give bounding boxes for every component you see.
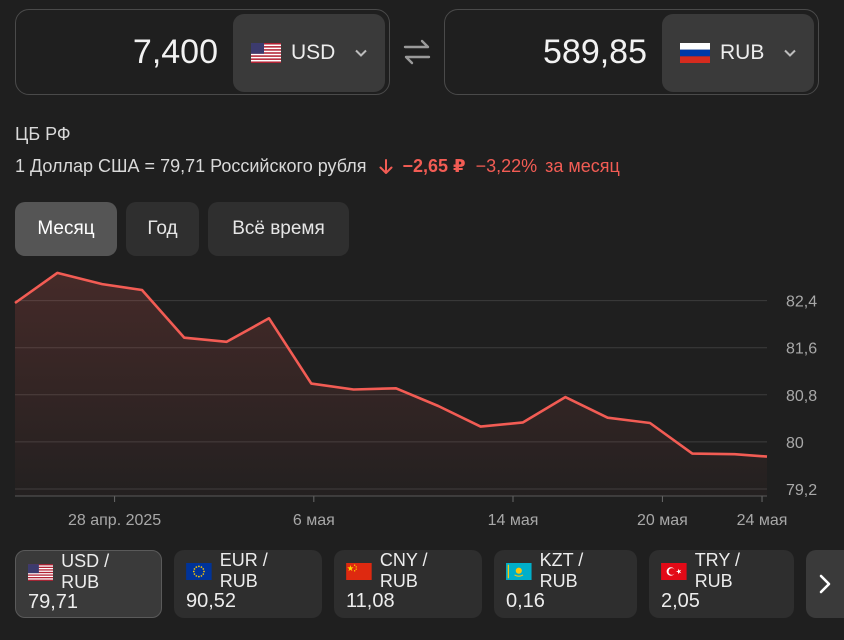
from-currency-select[interactable]: USD bbox=[233, 14, 385, 92]
x-tick-label: 28 апр. 2025 bbox=[68, 512, 161, 529]
us-flag-icon bbox=[251, 43, 281, 63]
to-currency-select[interactable]: RUB bbox=[662, 14, 814, 92]
pair-label: KZT / RUB bbox=[539, 550, 584, 591]
y-tick-label: 81,6 bbox=[786, 341, 817, 358]
tab-year[interactable]: Год bbox=[126, 202, 199, 256]
from-currency-code: USD bbox=[291, 41, 336, 64]
pair-card-cny-rub[interactable]: CNY / RUB 11,08 bbox=[334, 550, 482, 618]
arrow-down-icon bbox=[379, 158, 393, 174]
to-amount-box: 589,85 RUB bbox=[444, 9, 819, 95]
tab-all-time[interactable]: Всё время bbox=[208, 202, 349, 256]
y-tick-label: 80 bbox=[786, 435, 804, 452]
pair-label: USD / RUB bbox=[61, 551, 110, 592]
cn-flag-icon bbox=[346, 562, 372, 580]
x-tick-label: 20 мая bbox=[637, 512, 688, 529]
us-flag-icon bbox=[28, 563, 54, 581]
pair-card-usd-rub[interactable]: USD / RUB 79,71 bbox=[15, 550, 162, 618]
change-percent: −3,22% bbox=[475, 156, 538, 176]
from-amount-input[interactable]: 7,400 bbox=[132, 33, 218, 71]
pair-value: 79,71 bbox=[28, 591, 79, 613]
pair-label: EUR / RUB bbox=[219, 550, 268, 591]
change-absolute: −2,65 ₽ bbox=[402, 156, 466, 176]
swap-icon[interactable] bbox=[402, 39, 432, 65]
pair-card-try-rub[interactable]: TRY / RUB 2,05 bbox=[649, 550, 794, 618]
tab-month[interactable]: Месяц bbox=[15, 202, 117, 256]
scroll-next-button[interactable] bbox=[806, 550, 844, 618]
chart-area bbox=[15, 272, 767, 496]
pair-card-eur-rub[interactable]: EUR / RUB 90,52 bbox=[174, 550, 322, 618]
pair-value: 11,08 bbox=[346, 590, 395, 612]
tr-flag-icon bbox=[661, 562, 687, 580]
x-tick-label: 14 мая bbox=[488, 512, 539, 529]
chart-series-line bbox=[14, 271, 768, 458]
y-tick-label: 79,2 bbox=[786, 482, 817, 499]
pair-card-kzt-rub[interactable]: KZT / RUB 0,16 bbox=[494, 550, 637, 618]
pair-label: CNY / RUB bbox=[379, 550, 428, 591]
pair-value: 0,16 bbox=[506, 590, 545, 612]
ru-flag-icon bbox=[680, 43, 710, 63]
x-tick-label: 6 мая bbox=[293, 512, 335, 529]
chevron-right-icon bbox=[819, 574, 831, 594]
rate-text: 1 Доллар США = 79,71 Российского рубля bbox=[15, 156, 367, 176]
y-tick-label: 82,4 bbox=[786, 294, 817, 311]
from-amount-box: 7,400 USD bbox=[15, 9, 390, 95]
to-amount-input[interactable]: 589,85 bbox=[543, 33, 647, 71]
pair-value: 90,52 bbox=[186, 590, 237, 612]
change-period: за месяц bbox=[545, 156, 620, 176]
eu-flag-icon bbox=[186, 562, 212, 580]
pair-value: 2,05 bbox=[661, 590, 700, 612]
x-tick-label: 24 мая bbox=[737, 512, 788, 529]
pair-label: TRY / RUB bbox=[694, 550, 741, 591]
rate-source: ЦБ РФ bbox=[15, 124, 71, 144]
chevron-down-icon bbox=[355, 49, 367, 57]
y-tick-label: 80,8 bbox=[786, 388, 817, 405]
chevron-down-icon bbox=[784, 49, 796, 57]
rate-line: 1 Доллар США = 79,71 Российского рубля −… bbox=[15, 156, 620, 177]
kz-flag-icon bbox=[506, 562, 532, 580]
to-currency-code: RUB bbox=[720, 41, 765, 64]
rate-chart[interactable]: 82,4 81,6 80,8 80 79,2 28 апр. 2025 6 мая 14 м… bbox=[0, 270, 844, 532]
